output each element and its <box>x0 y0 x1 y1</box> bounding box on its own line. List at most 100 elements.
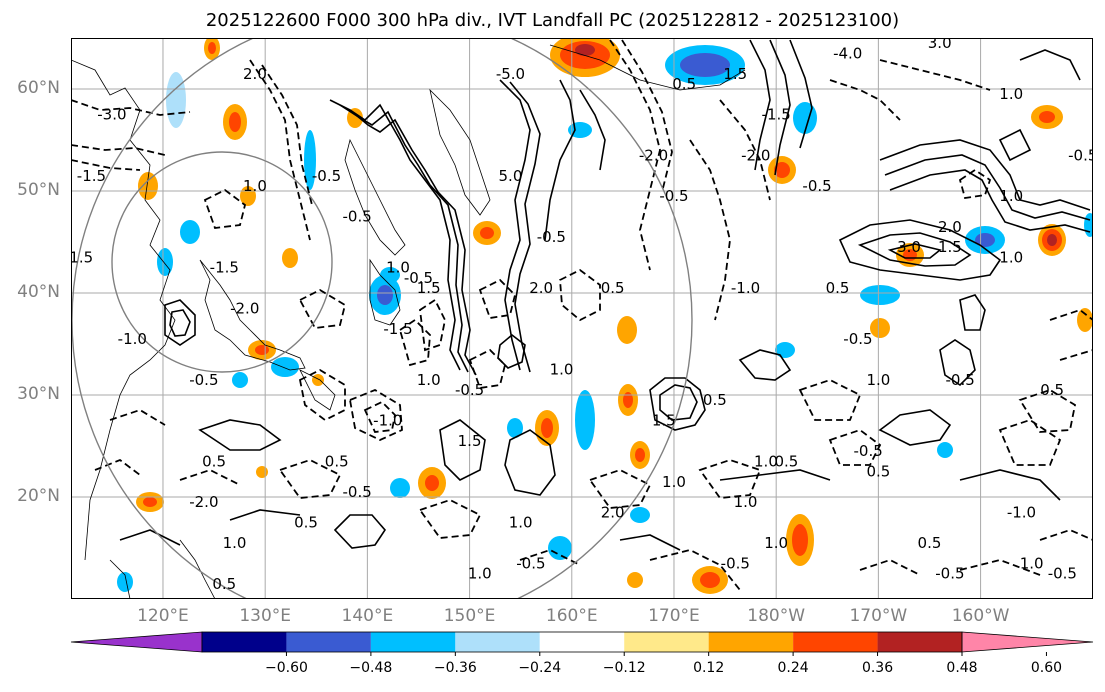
shading-blob <box>138 172 158 200</box>
shading-blob <box>1039 111 1055 123</box>
contour-label: -0.5 <box>1068 146 1097 164</box>
contour-positive <box>959 469 1061 501</box>
contour-label: -0.5 <box>516 554 545 572</box>
range-circles <box>71 38 693 599</box>
coastlines <box>71 44 746 599</box>
contour-label: -0.5 <box>659 187 688 205</box>
contour-label: 1.0 <box>662 473 686 491</box>
shading-blob <box>229 112 241 132</box>
shading-blob <box>255 345 269 355</box>
contour-negative <box>698 459 762 499</box>
contour-negative <box>468 348 506 389</box>
shading-blob <box>271 357 299 377</box>
contour-label: 0.5 <box>202 452 226 470</box>
contour-positive <box>659 384 698 421</box>
shading-blob <box>860 285 900 305</box>
shading-blob <box>774 162 790 178</box>
shading-blob <box>208 42 216 54</box>
lon-tick-label: 140°E <box>341 606 394 626</box>
lat-tick-label: 50°N <box>17 180 60 200</box>
contour-label: -1.0 <box>1007 503 1036 521</box>
range-circle-inner <box>111 151 333 373</box>
contour-label: 0.5 <box>601 279 625 297</box>
contour-negative <box>1018 389 1077 433</box>
contour-negative <box>94 458 141 476</box>
shading-blob <box>256 466 268 478</box>
contour-negative <box>689 139 731 321</box>
contour-positive <box>887 243 942 259</box>
contour-label: -0.5 <box>312 167 341 185</box>
shading-blob <box>117 572 133 592</box>
colorbar-segment <box>793 632 878 652</box>
colorbar-tick-label: 0.48 <box>946 660 978 676</box>
shading-blob <box>390 478 410 498</box>
contour-label: -0.5 <box>802 177 831 195</box>
contour-positive <box>333 514 387 549</box>
coastline <box>179 539 216 599</box>
contour-label: 1.0 <box>1020 554 1044 572</box>
contour-positive <box>879 139 1091 211</box>
colorbar-tick-label: −0.12 <box>602 660 646 676</box>
contour-positive <box>749 39 771 171</box>
lon-tick-label: 170°E <box>648 606 700 626</box>
contour-label: -0.5 <box>854 442 883 460</box>
shading-blob <box>425 475 439 491</box>
lat-tick-label: 20°N <box>17 486 60 506</box>
contour-negative <box>958 168 992 200</box>
contour-label: -0.5 <box>935 565 964 583</box>
contour-positive <box>198 419 282 451</box>
contour-negative <box>559 268 601 322</box>
shading-blob <box>548 536 572 560</box>
contour-positive <box>769 39 791 176</box>
contour-negative <box>798 379 862 421</box>
contour-label: 1.0 <box>386 259 410 277</box>
graticule <box>71 38 1093 599</box>
contour-negative <box>363 400 396 433</box>
colorbar-segment <box>708 632 794 652</box>
shading-blob <box>166 72 186 128</box>
contour-label: 0.5 <box>703 391 727 409</box>
shading-blob <box>635 448 645 462</box>
colorbar-segment <box>202 632 287 652</box>
contour-label: -1.5 <box>77 167 106 185</box>
contour-positive <box>889 169 1091 233</box>
coastline <box>369 258 401 326</box>
contour-positive <box>1019 49 1081 81</box>
contour-negative <box>609 39 661 271</box>
shading-blob <box>575 390 595 450</box>
contour-label: 0.5 <box>212 575 236 593</box>
shading-blob <box>157 248 173 276</box>
contour-negative <box>71 144 166 156</box>
contour-negative <box>959 559 1041 576</box>
colorbar-segment <box>539 632 625 652</box>
contour-negative <box>348 388 403 441</box>
contour-label: -1.0 <box>373 412 402 430</box>
contour-label: 1.0 <box>999 187 1023 205</box>
colorbar-segment <box>286 632 371 652</box>
contour-label: 1.0 <box>999 248 1023 266</box>
contour-label: 2.0 <box>243 65 267 83</box>
shading-blob <box>1084 213 1093 237</box>
contour-label: -1.5 <box>762 106 791 124</box>
shading-blob <box>792 524 808 556</box>
contour-label: 1.0 <box>550 361 574 379</box>
colorbar-tick-label: −0.24 <box>518 660 562 676</box>
shading-blob <box>507 418 523 438</box>
coastline <box>549 44 746 91</box>
contour-label: 0.5 <box>918 534 942 552</box>
contour-label: -0.5 <box>343 483 372 501</box>
shading-blob <box>304 130 316 190</box>
contour-negative <box>1059 349 1093 361</box>
lon-tick-label: 150°E <box>443 606 496 626</box>
contour-positive <box>619 534 681 551</box>
contour-label: 1.5 <box>723 65 747 83</box>
contour-positive <box>959 294 986 331</box>
shading-blob <box>1047 234 1057 246</box>
contour-label: -0.5 <box>843 330 872 348</box>
contour-positive <box>349 109 477 376</box>
contour-label: -4.0 <box>833 44 862 62</box>
lon-tick-label: 120°E <box>137 606 189 626</box>
contour-label: 1.0 <box>509 514 533 532</box>
contour-label: 0.5 <box>1040 381 1064 399</box>
